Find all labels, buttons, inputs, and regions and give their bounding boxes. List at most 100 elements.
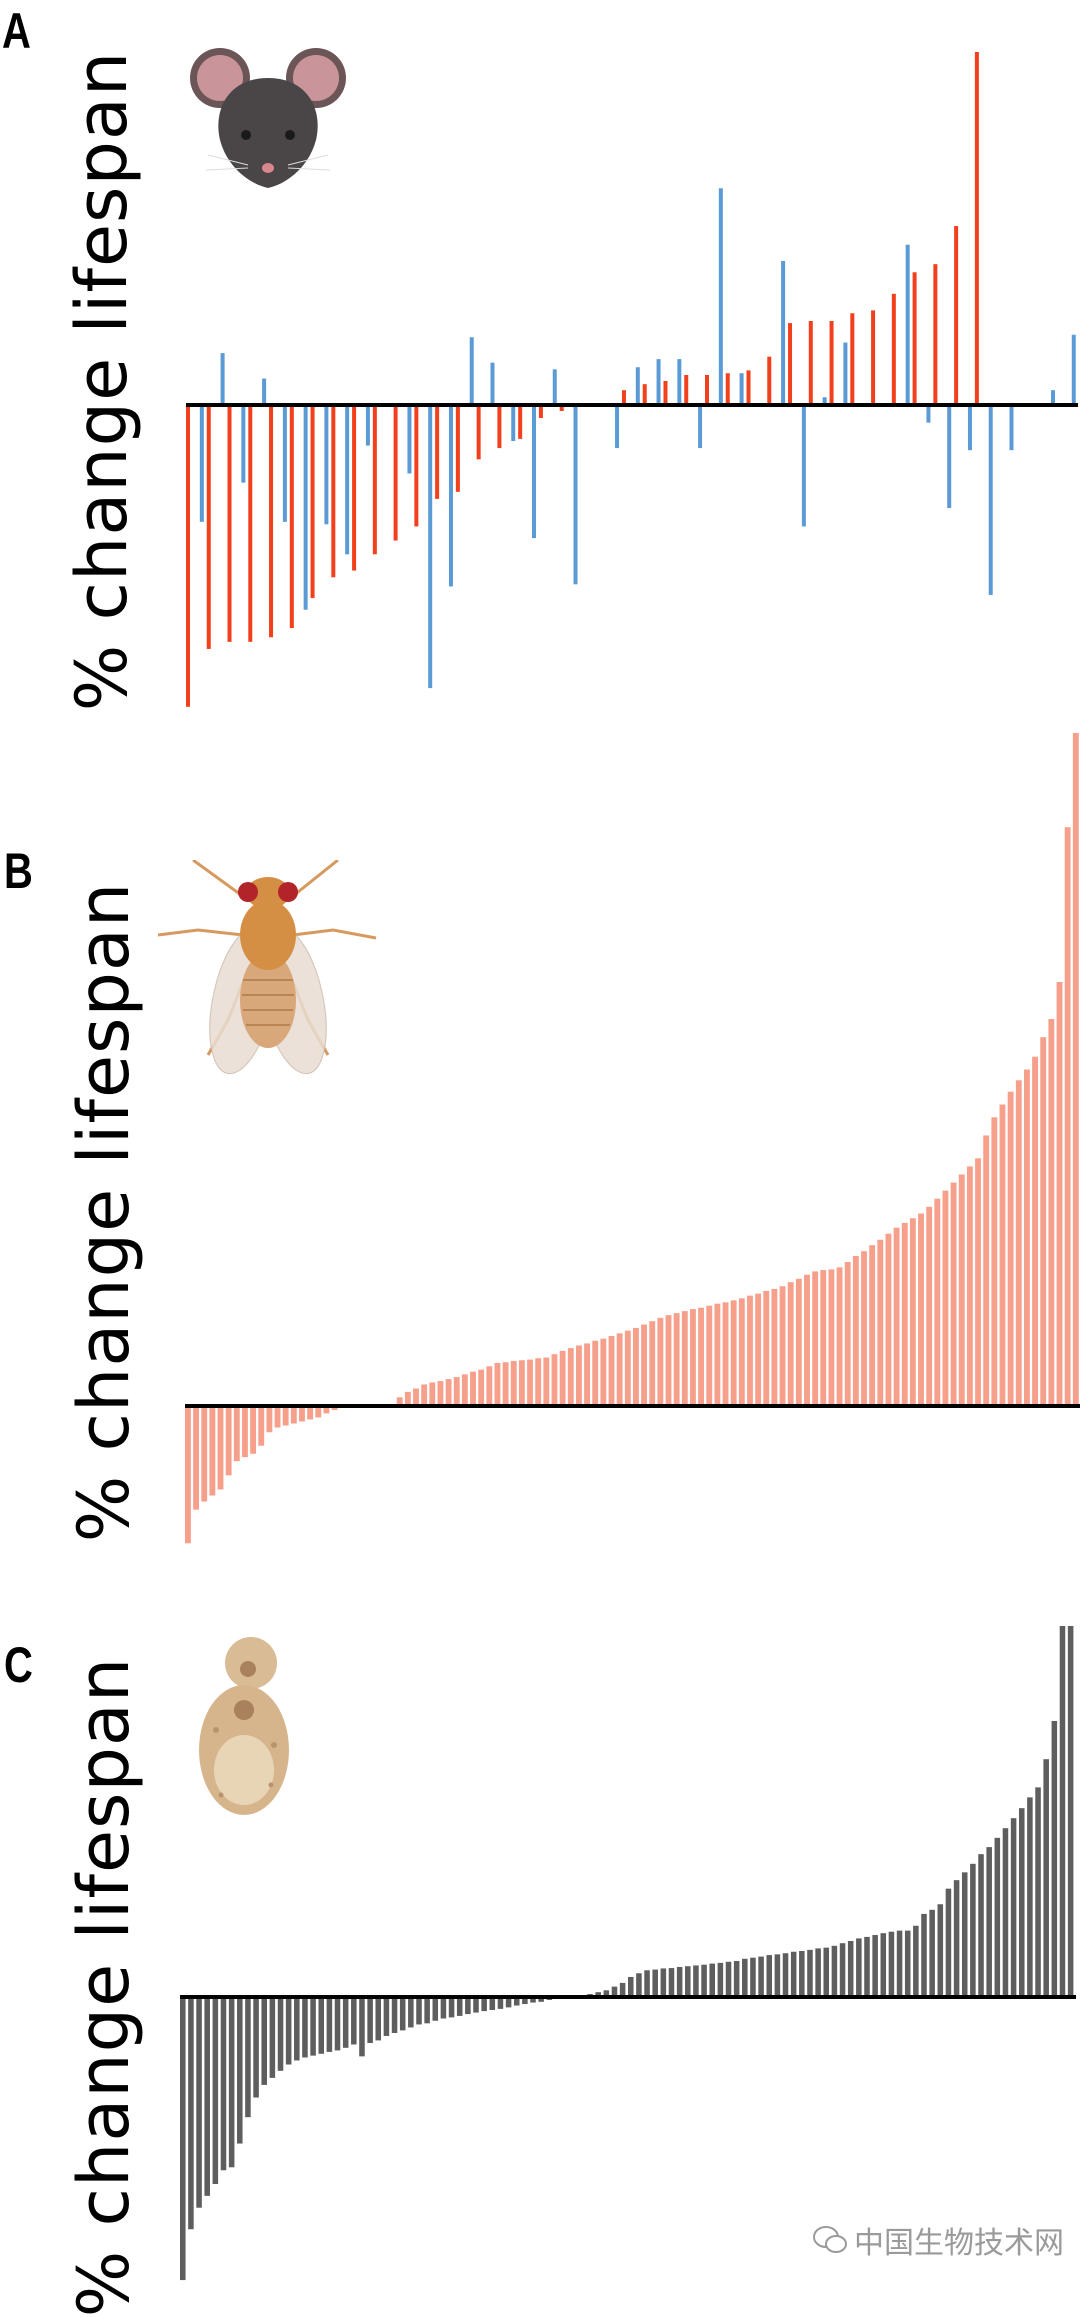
bar-a-red [372, 405, 377, 555]
bar-a-red [788, 323, 793, 405]
bar-b [470, 1371, 476, 1406]
bar-c [318, 1997, 325, 2054]
bar-a-blue [282, 405, 287, 522]
bar-b [527, 1359, 533, 1406]
bar-a-red [933, 264, 938, 405]
bar-c [961, 1872, 968, 1997]
bar-a-red [767, 356, 772, 405]
bar-a-red [621, 390, 626, 405]
bar-b [1072, 733, 1079, 1406]
bar-b [282, 1406, 289, 1426]
bar-a-red [684, 374, 689, 405]
bar-c [913, 1925, 919, 1997]
bar-c [823, 1947, 830, 1997]
bar-b [429, 1382, 436, 1406]
bar-c [1035, 1787, 1041, 1997]
bar-c [970, 1863, 976, 1997]
bar-b [486, 1366, 493, 1406]
bar-b [763, 1290, 770, 1406]
bar-c [847, 1940, 854, 1997]
bar-c [220, 1997, 227, 2171]
bar-b [983, 1135, 990, 1406]
bar-a-blue [1071, 334, 1076, 405]
bar-b [274, 1406, 281, 1428]
bar-b [209, 1406, 216, 1496]
bar-c [530, 1997, 536, 2003]
bar-b [567, 1348, 574, 1406]
bar-c [261, 1997, 267, 2085]
bar-c [1051, 1720, 1058, 1997]
bar-b [494, 1362, 501, 1406]
bar-b [975, 1158, 981, 1406]
bar-a-red [829, 320, 834, 405]
bar-a-blue [656, 359, 661, 405]
bar-c [872, 1935, 878, 1997]
bar-c [505, 1997, 512, 2008]
bar-c [522, 1997, 528, 2005]
bar-b [861, 1251, 867, 1406]
bar-b [1056, 982, 1063, 1406]
bar-b [608, 1336, 615, 1406]
bar-b [665, 1315, 672, 1406]
bar-c [375, 1997, 382, 2041]
bar-b [445, 1379, 452, 1406]
yeast-icon [199, 1637, 289, 1815]
bar-b [193, 1406, 200, 1510]
bar-c [595, 1992, 601, 1997]
bar-b [624, 1330, 631, 1406]
bar-a-blue [781, 260, 786, 405]
bar-b [918, 1213, 924, 1406]
bar-c [782, 1953, 789, 1997]
bar-b [706, 1305, 713, 1406]
bar-b [1015, 1080, 1022, 1406]
bar-b [690, 1309, 696, 1406]
wechat-icon [813, 2226, 847, 2253]
bar-a-blue [303, 405, 308, 610]
bar-b [307, 1406, 314, 1420]
bar-a-red [352, 405, 357, 571]
bar-a-blue [967, 405, 972, 451]
bar-a-red [497, 405, 502, 449]
bar-c [636, 1973, 642, 1997]
bar-a-blue [926, 405, 931, 423]
bar-a-red [538, 405, 543, 419]
bar-b [820, 1270, 827, 1406]
bar-c [383, 1997, 390, 2036]
bar-c [701, 1964, 707, 1997]
bar-a-blue [677, 359, 682, 405]
bar-b [518, 1360, 525, 1406]
bar-b [950, 1182, 957, 1406]
bar-a-blue [490, 362, 495, 405]
bar-c [285, 1997, 292, 2065]
bar-b [771, 1288, 778, 1406]
bar-c [742, 1958, 748, 1997]
bar-b [290, 1406, 297, 1424]
bar-c [953, 1880, 960, 1997]
panel-label-c: C [4, 1637, 33, 1693]
bar-c [212, 1997, 219, 2184]
bar-a-blue [241, 405, 246, 483]
bar-b [185, 1406, 191, 1544]
bar-a-blue [947, 405, 952, 509]
bar-c [1067, 1626, 1074, 1997]
bar-b [437, 1381, 444, 1406]
bar-a-blue [262, 378, 267, 405]
bar-a-blue [1009, 405, 1014, 451]
bar-b [852, 1255, 859, 1406]
bar-a-red [227, 405, 232, 642]
bar-c [896, 1930, 903, 1997]
bar-c [228, 1997, 235, 2168]
bar-c [799, 1950, 805, 1997]
bar-c [693, 1965, 699, 1997]
bar-b [991, 1117, 998, 1406]
bar-c [709, 1963, 715, 1997]
bar-c [188, 1997, 194, 2230]
bar-b [559, 1350, 566, 1406]
bar-b [844, 1261, 851, 1406]
bar-a-blue [511, 405, 516, 442]
bar-a-blue [448, 405, 453, 587]
bar-b [804, 1274, 810, 1406]
bar-b [942, 1190, 949, 1406]
bar-a-red [705, 374, 709, 405]
bar-a-red [186, 405, 190, 707]
